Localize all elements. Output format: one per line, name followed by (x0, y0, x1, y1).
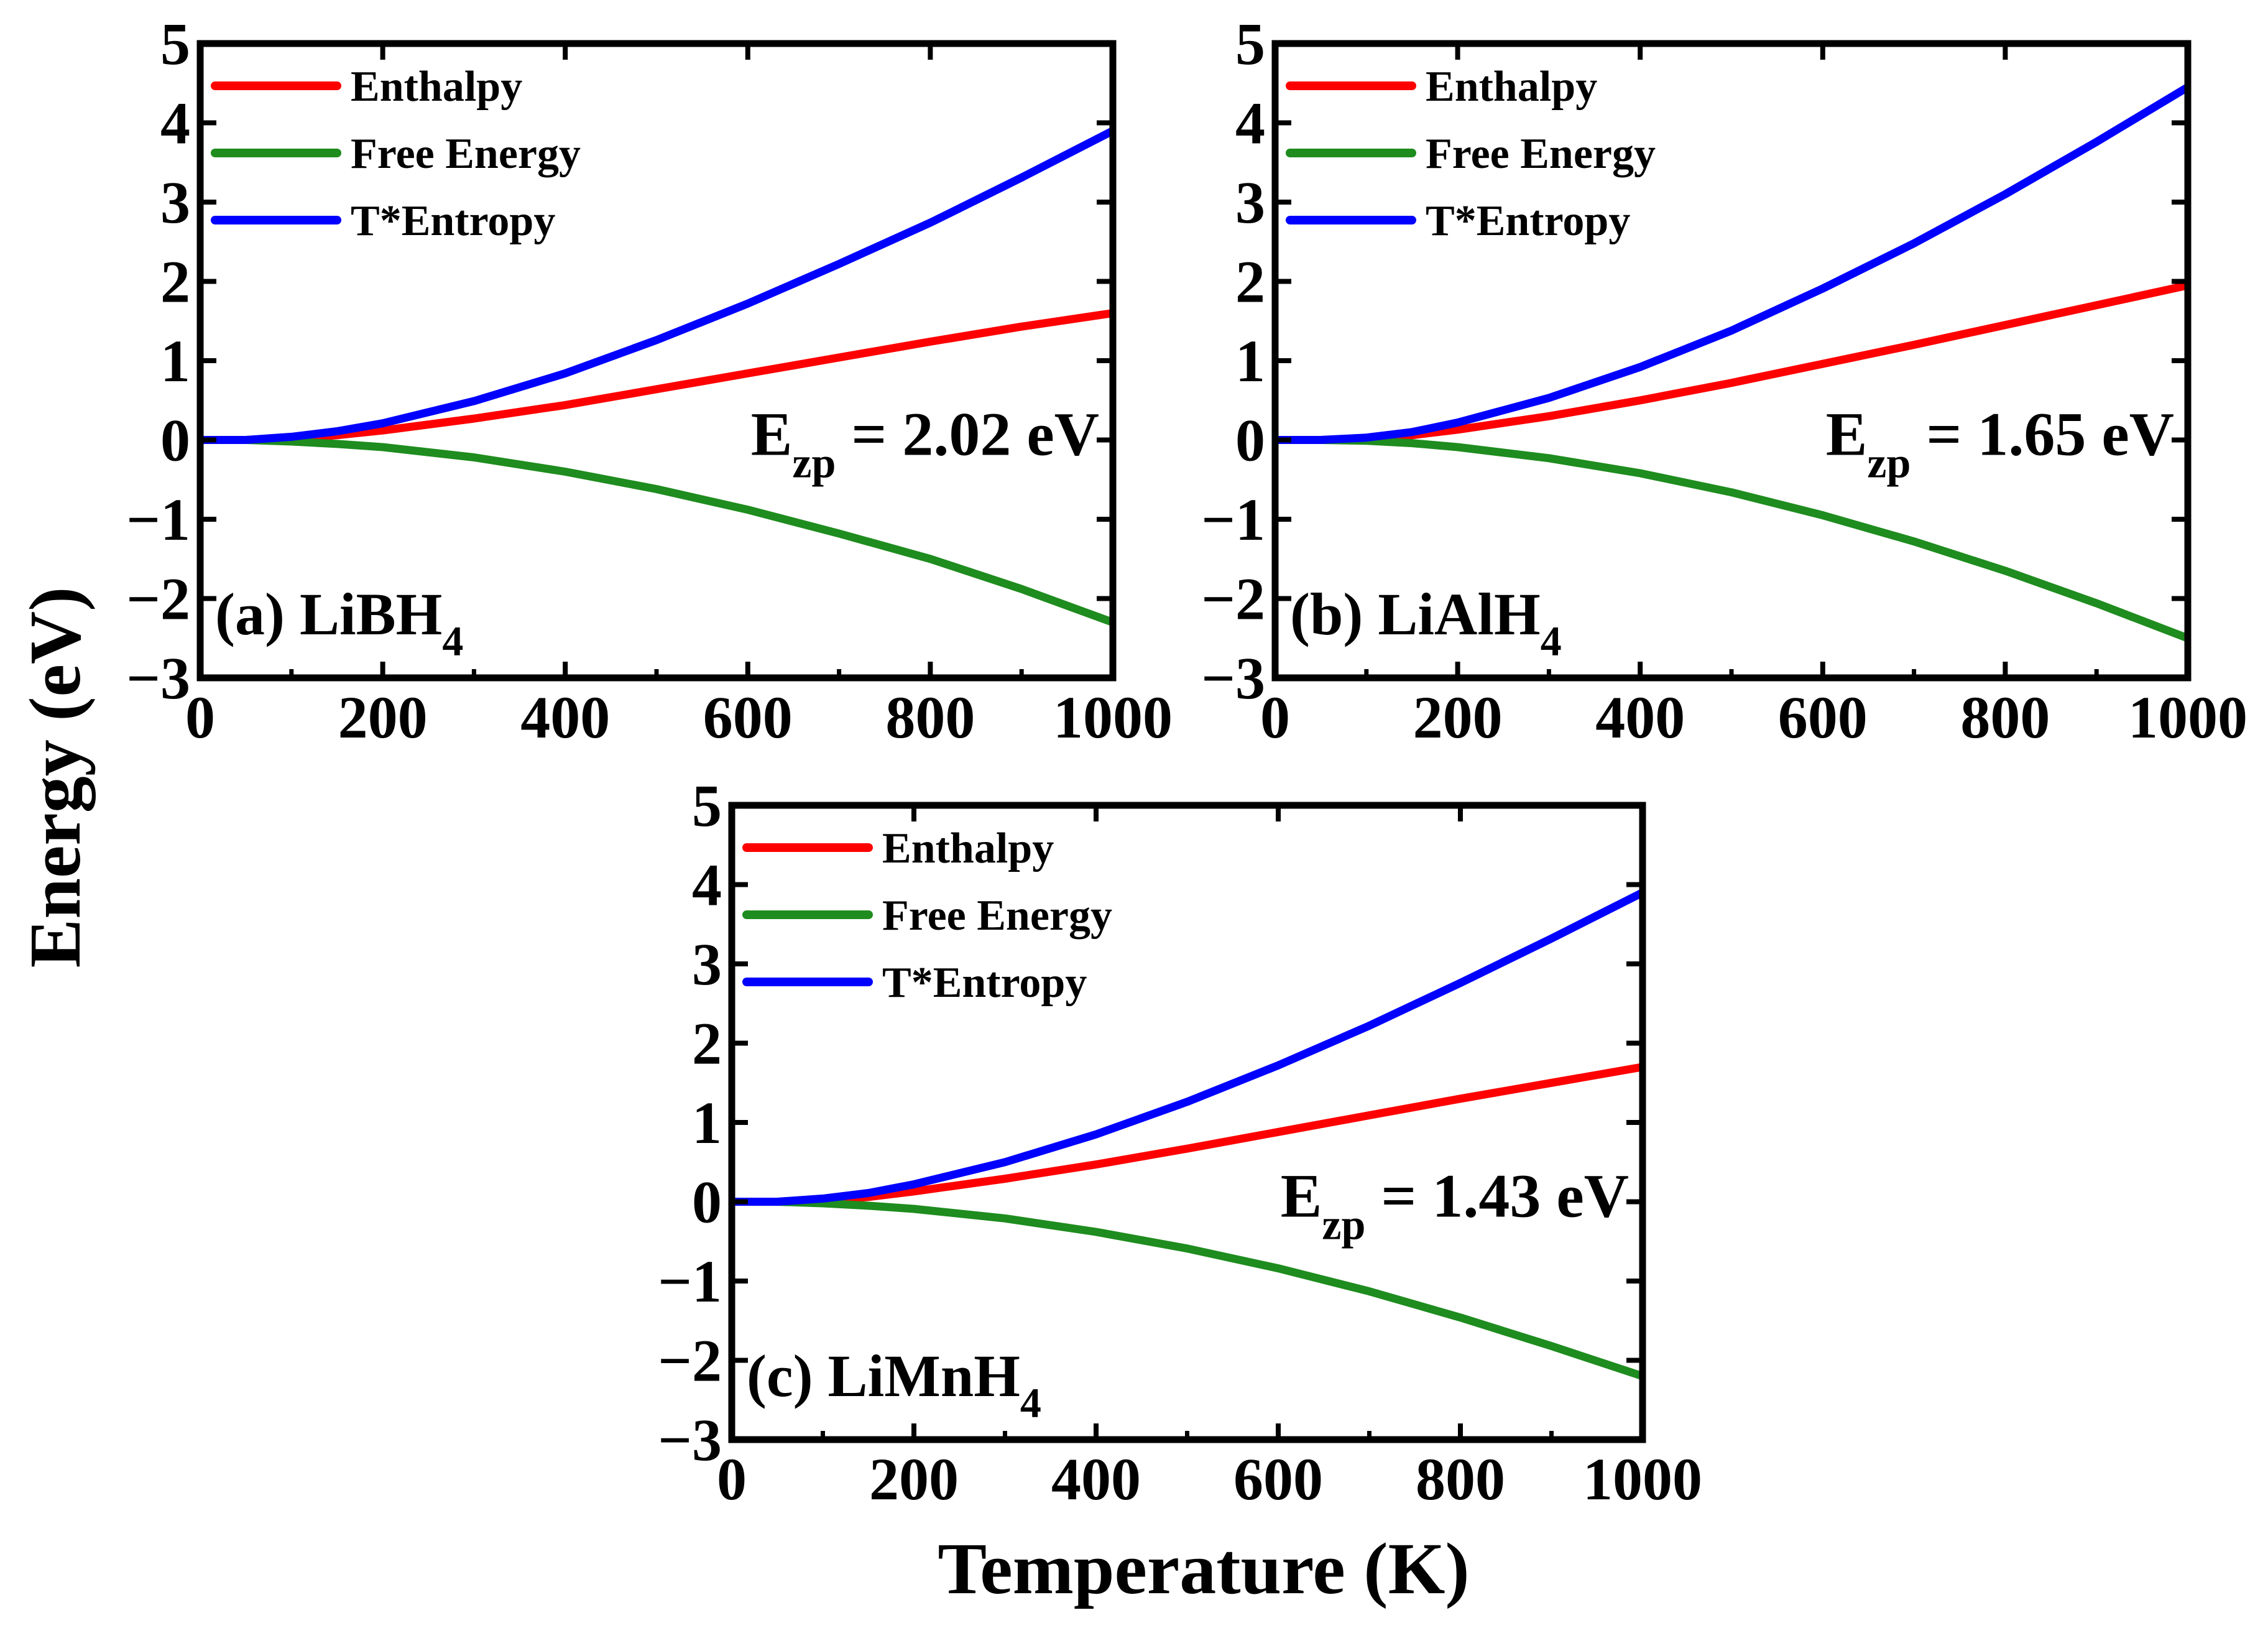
legend-label-enthalpy: Enthalpy (882, 825, 1054, 872)
ezp-annotation: Ezp = 1.43 eV (1281, 1162, 1629, 1249)
legend-label-entropy: T*Entropy (882, 959, 1087, 1007)
x-tick-label: 600 (703, 684, 793, 751)
y-tick-label: −2 (126, 566, 190, 632)
x-axis-title: Temperature (K) (938, 1528, 1469, 1609)
y-tick-label: 1 (1235, 328, 1265, 394)
x-tick-label: 200 (1413, 684, 1503, 751)
y-tick-label: 1 (160, 328, 190, 394)
legend-label-enthalpy: Enthalpy (351, 63, 522, 111)
y-tick-label: 4 (160, 90, 190, 157)
x-tick-label: 600 (1778, 684, 1868, 751)
x-tick-label: 800 (885, 684, 975, 751)
y-tick-label: −3 (126, 645, 190, 711)
y-tick-label: 4 (1235, 90, 1265, 157)
legend-label-entropy: T*Entropy (351, 197, 555, 245)
y-tick-label: −1 (658, 1248, 722, 1315)
x-tick-label: 600 (1233, 1446, 1323, 1512)
x-tick-label: 400 (1595, 684, 1685, 751)
x-tick-label: 800 (1416, 1446, 1505, 1512)
x-tick-label: 200 (869, 1446, 959, 1512)
legend-label-free_energy: Free Energy (882, 892, 1112, 940)
panel-label-a: (a) LiBH4 (215, 581, 463, 665)
y-tick-label: 0 (1235, 407, 1265, 474)
y-tick-label: 2 (160, 249, 190, 315)
series-line-free_energy (732, 1198, 1643, 1381)
legend-label-enthalpy: Enthalpy (1426, 63, 1597, 111)
y-tick-label: −3 (658, 1407, 722, 1473)
y-tick-label: 0 (160, 407, 190, 474)
x-tick-label: 0 (1260, 684, 1290, 751)
legend-label-entropy: T*Entropy (1426, 197, 1630, 245)
x-tick-label: 1000 (1053, 684, 1173, 751)
legend-label-free_energy: Free Energy (351, 130, 581, 178)
series-line-entropy (1275, 83, 2188, 444)
chart-panel-a: 0 200 400 600 800 1000 5 4 3 2 1 0 −1 −2 −3 Enthalpy Fre… (126, 11, 1173, 751)
y-tick-label: −3 (1201, 645, 1265, 711)
panels: 0 200 400 600 800 1000543210−1−2−3EnthalpyFre… (126, 11, 2247, 1512)
panel-label-c: (c) LiMnH4 (747, 1343, 1041, 1427)
y-axis-title: Energy (eV) (14, 587, 96, 968)
x-tick-label: 200 (338, 684, 428, 751)
chart-panel-c: 0 200 400 600 800 1000 5 4 3 2 1 0 −1 −2 −3 Enthalpy Fre… (658, 772, 1702, 1512)
y-tick-label: 3 (1235, 169, 1265, 236)
y-tick-label: 5 (692, 772, 722, 839)
legend-label-free_energy: Free Energy (1426, 130, 1656, 178)
chart-panel-b: 0 200 400 600 800 1000 5 4 3 2 1 0 −1 −2 −3 Enthalpy Fre… (1201, 11, 2247, 751)
x-tick-label: 800 (1960, 684, 2050, 751)
ezp-annotation: Ezp = 1.65 eV (1826, 400, 2174, 488)
y-tick-label: −1 (126, 486, 190, 553)
ezp-annotation: Ezp = 2.02 eV (751, 400, 1099, 488)
y-tick-label: 3 (692, 931, 722, 997)
x-tick-label: 1000 (2128, 684, 2247, 751)
series-line-entropy (732, 888, 1643, 1206)
y-tick-label: 5 (160, 11, 190, 77)
y-tick-label: 1 (692, 1089, 722, 1156)
y-tick-label: −1 (1201, 486, 1265, 553)
x-tick-label: 0 (717, 1446, 747, 1512)
x-tick-label: 400 (520, 684, 610, 751)
series-line-free_energy (200, 436, 1113, 627)
x-tick-label: 400 (1051, 1446, 1141, 1512)
y-tick-label: 2 (1235, 249, 1265, 315)
y-tick-label: 3 (160, 169, 190, 236)
x-tick-label: 0 (185, 684, 215, 751)
y-tick-label: 4 (692, 852, 722, 918)
y-tick-label: −2 (658, 1328, 722, 1394)
panel-label-b: (b) LiAlH4 (1290, 581, 1562, 665)
y-tick-label: −2 (1201, 566, 1265, 632)
series-line-entropy (200, 126, 1113, 444)
y-tick-label: 0 (692, 1169, 722, 1236)
y-tick-label: 5 (1235, 11, 1265, 77)
x-tick-label: 1000 (1583, 1446, 1702, 1512)
y-tick-label: 2 (692, 1011, 722, 1077)
